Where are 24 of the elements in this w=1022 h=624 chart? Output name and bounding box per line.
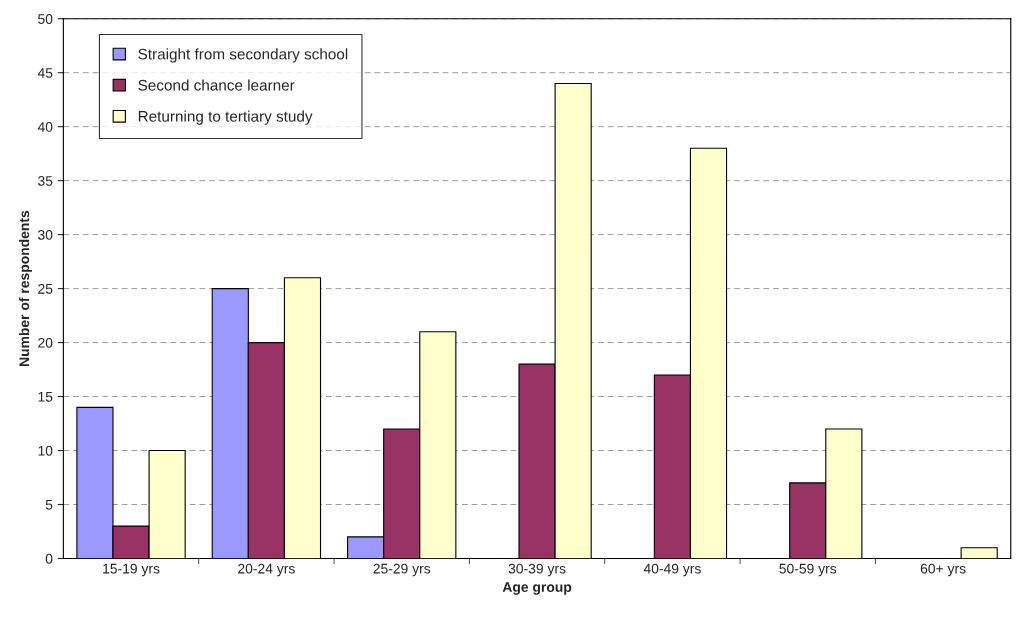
legend-label: Returning to tertiary study xyxy=(138,110,313,125)
legend-label: Second chance learner xyxy=(138,79,295,91)
x-tick-label: 40-49 yrs xyxy=(643,563,701,577)
y-tick-label: 40 xyxy=(37,122,53,132)
y-tick-label: 20 xyxy=(38,337,53,348)
legend-label: Straight from secondary school xyxy=(138,48,348,63)
y-tick-label: 35 xyxy=(38,175,53,186)
bar xyxy=(960,547,998,559)
y-tick-label: 10 xyxy=(38,445,53,456)
x-tick-label: 20-24 yrs xyxy=(238,563,295,577)
y-tick-label: 0 xyxy=(45,553,53,564)
y-tick-label: 25 xyxy=(38,283,53,294)
x-tick-label: 50-59 yrs xyxy=(779,563,837,577)
y-tick-label: 5 xyxy=(45,499,53,510)
y-axis-title: Number of respondents xyxy=(19,210,32,366)
x-tick-label: 25-29 yrs xyxy=(373,563,431,577)
y-tick-label: 30 xyxy=(38,229,53,240)
y-tick-label: 50 xyxy=(38,14,53,24)
x-tick-label: 30-39 yrs xyxy=(508,563,566,577)
y-tick-label: 15 xyxy=(38,392,53,402)
x-axis-title: Age group xyxy=(502,582,572,595)
x-tick-label: 60+ yrs xyxy=(920,563,966,577)
x-tick-label: 15-19 yrs xyxy=(103,563,160,577)
y-tick-label: 45 xyxy=(37,68,53,78)
